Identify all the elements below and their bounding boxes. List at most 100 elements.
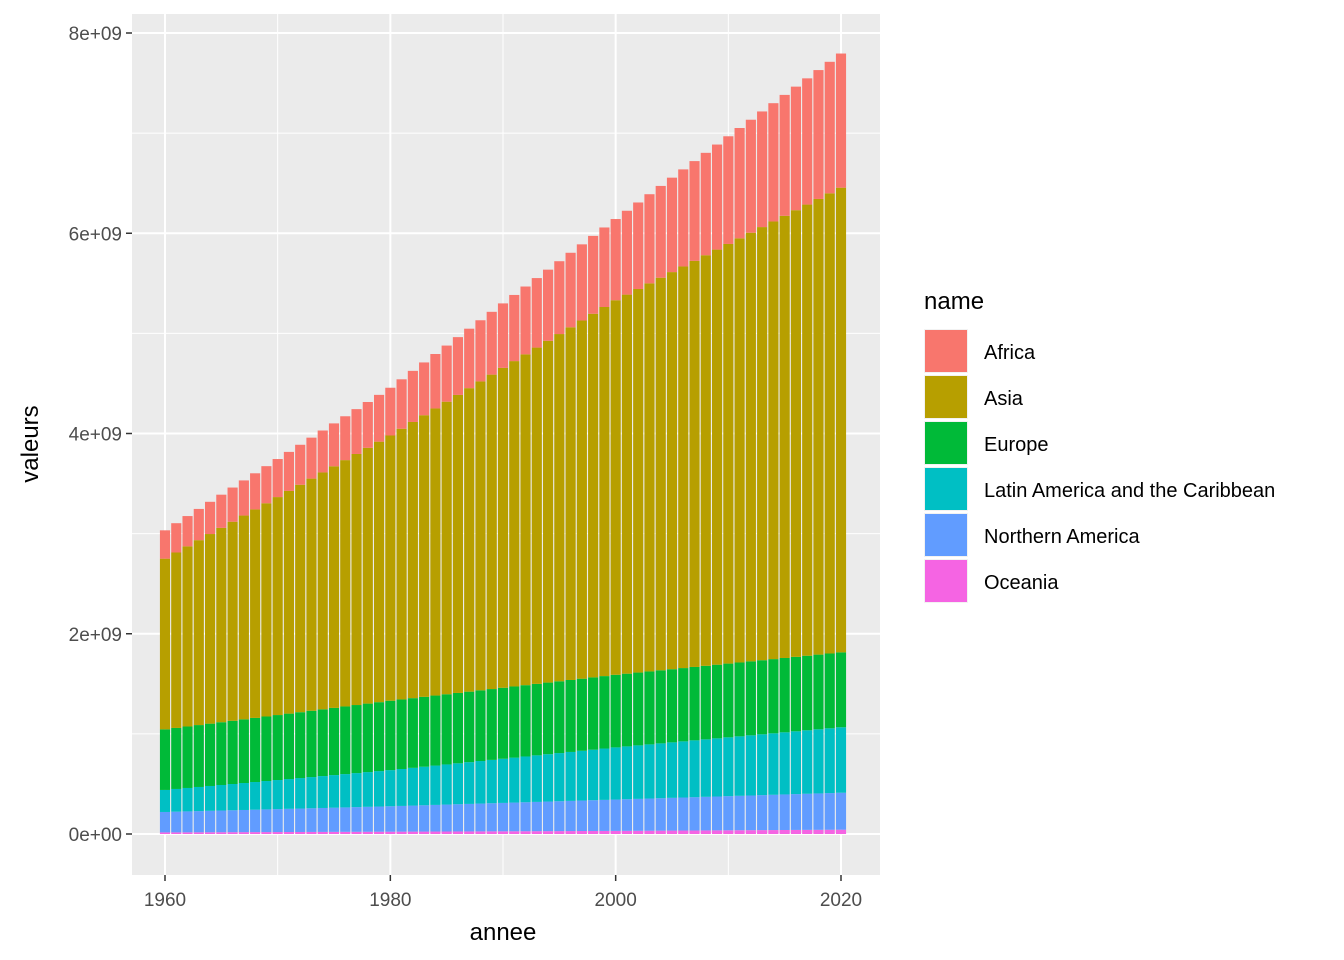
bar-segment bbox=[554, 681, 565, 754]
bar-segment bbox=[182, 726, 193, 788]
y-axis-title: valeurs bbox=[17, 405, 44, 482]
bar-segment bbox=[565, 831, 576, 834]
bar-segment bbox=[734, 662, 745, 737]
bar-segment bbox=[486, 374, 497, 690]
bar-segment bbox=[768, 659, 779, 734]
bar-segment bbox=[588, 313, 599, 678]
bar-segment bbox=[328, 831, 340, 834]
x-tick-label: 1960 bbox=[144, 890, 186, 911]
bar-segment bbox=[396, 699, 407, 769]
bar-segment bbox=[802, 655, 813, 731]
bar-segment bbox=[768, 221, 779, 660]
bar-segment bbox=[306, 478, 317, 711]
bar-segment bbox=[340, 460, 351, 707]
bar-segment bbox=[678, 797, 689, 831]
bar-segment bbox=[272, 497, 283, 716]
bar-segment bbox=[666, 797, 678, 831]
bar-segment bbox=[464, 328, 475, 389]
bar-segment bbox=[610, 219, 621, 301]
bar-segment bbox=[171, 788, 182, 812]
bar-segment bbox=[182, 546, 193, 727]
bar-segment bbox=[790, 656, 801, 732]
bar-segment bbox=[734, 128, 745, 239]
bar-segment bbox=[317, 472, 328, 710]
bar-segment bbox=[205, 832, 216, 834]
bar-segment bbox=[193, 832, 204, 834]
bar-segment bbox=[543, 754, 554, 802]
bar-segment bbox=[374, 702, 385, 772]
bar-segment bbox=[171, 552, 182, 728]
bar-segment bbox=[261, 503, 272, 717]
bar-segment bbox=[824, 653, 835, 729]
bar-segment bbox=[171, 811, 182, 833]
bar-segment bbox=[655, 830, 666, 834]
bar-segment bbox=[768, 830, 779, 834]
bar-segment bbox=[520, 286, 531, 355]
bar-segment bbox=[509, 294, 520, 362]
bar-segment bbox=[768, 733, 779, 795]
legend-swatch bbox=[925, 468, 967, 510]
bar-segment bbox=[576, 678, 587, 751]
bar-segment bbox=[712, 796, 723, 831]
bar-segment bbox=[678, 169, 689, 267]
bar-segment bbox=[407, 805, 418, 832]
bar-segment bbox=[666, 830, 678, 834]
x-axis: 1960 1980 2000 2020 bbox=[144, 875, 862, 911]
bar-segment bbox=[317, 430, 328, 473]
bar-segment bbox=[283, 832, 294, 834]
bar-segment bbox=[621, 799, 632, 831]
bar-segment bbox=[475, 803, 486, 832]
bar-segment bbox=[396, 379, 407, 429]
bar-segment bbox=[509, 831, 520, 834]
bar-segment bbox=[689, 161, 700, 261]
bar-segment bbox=[790, 210, 801, 657]
bar-segment bbox=[328, 423, 340, 467]
bar-segment bbox=[441, 345, 452, 402]
legend-swatch bbox=[925, 376, 967, 418]
bar-segment bbox=[565, 327, 576, 680]
bar-segment bbox=[250, 809, 261, 833]
bar-segment bbox=[745, 735, 756, 796]
bar-segment bbox=[475, 381, 486, 691]
bar-segment bbox=[238, 480, 249, 516]
bar-segment bbox=[159, 789, 171, 812]
bar-segment bbox=[531, 831, 542, 834]
bar-segment bbox=[227, 810, 238, 833]
bar-segment bbox=[227, 832, 238, 834]
bar-segment bbox=[666, 272, 678, 670]
bar-segment bbox=[531, 278, 542, 348]
bar-segment bbox=[790, 86, 801, 211]
bar-segment bbox=[216, 527, 227, 723]
bar-segment bbox=[250, 832, 261, 834]
bar-segment bbox=[216, 810, 227, 833]
bar-segment bbox=[182, 516, 193, 547]
bar-segment bbox=[328, 775, 340, 808]
bar-segment bbox=[306, 831, 317, 834]
bar-segment bbox=[835, 829, 847, 834]
bar-segment bbox=[328, 466, 340, 708]
bar-segment bbox=[520, 685, 531, 757]
bar-segment bbox=[734, 238, 745, 663]
bar-segment bbox=[745, 830, 756, 834]
bar-segment bbox=[565, 800, 576, 832]
bar-segment bbox=[407, 698, 418, 768]
bar-segment bbox=[419, 415, 430, 697]
bar-segment bbox=[678, 830, 689, 834]
bar-segment bbox=[385, 435, 396, 701]
bar-segment bbox=[734, 830, 745, 834]
bar-segment bbox=[340, 831, 351, 834]
bar-segment bbox=[802, 730, 813, 794]
bar-segment bbox=[441, 694, 452, 765]
x-tick-label: 1980 bbox=[369, 890, 411, 911]
bar-segment bbox=[576, 800, 587, 832]
bar-segment bbox=[362, 703, 373, 773]
bar-segment bbox=[509, 802, 520, 832]
bar-segment bbox=[295, 444, 306, 485]
bar-segment bbox=[464, 762, 475, 804]
bar-segment bbox=[621, 746, 632, 800]
bar-segment bbox=[599, 830, 610, 834]
bar-segment bbox=[374, 441, 385, 703]
bar-segment bbox=[362, 831, 373, 834]
bar-segment bbox=[317, 776, 328, 808]
bar-segment bbox=[396, 805, 407, 832]
